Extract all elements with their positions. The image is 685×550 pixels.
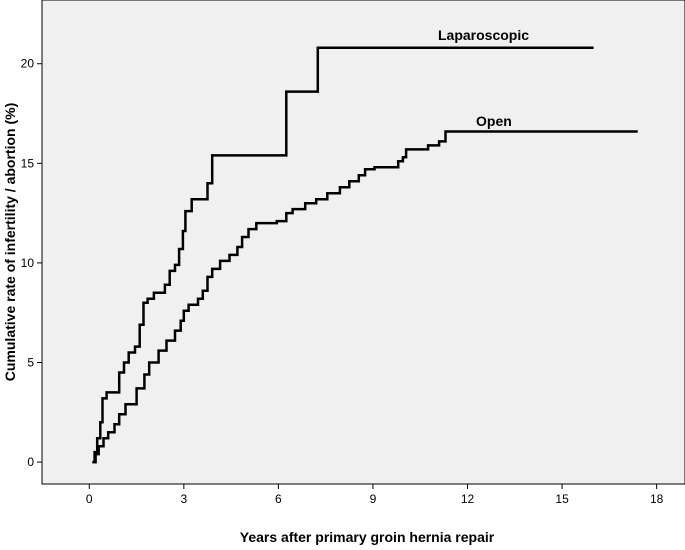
x-tick-label: 9 — [370, 492, 377, 506]
y-tick-label: 10 — [21, 256, 35, 270]
series-line-open — [92, 130, 638, 464]
plot-area — [41, 0, 685, 485]
x-tick-label: 18 — [650, 492, 664, 506]
x-tick-label: 3 — [180, 492, 187, 506]
y-tick-label: 5 — [27, 356, 34, 370]
x-axis-title: Years after primary groin hernia repair — [240, 529, 495, 545]
series-line-laparoscopic — [92, 46, 594, 464]
x-tick-label: 15 — [555, 492, 569, 506]
y-tick-label: 0 — [27, 455, 34, 469]
x-tick-label: 6 — [275, 492, 282, 506]
y-tick-label: 20 — [21, 57, 35, 71]
series-label-open: Open — [476, 113, 512, 129]
x-tick-label: 12 — [461, 492, 475, 506]
y-tick-label: 15 — [21, 156, 35, 170]
x-tick-label: 0 — [86, 492, 93, 506]
series-label-laparoscopic: Laparoscopic — [438, 27, 529, 43]
y-axis-title: Cumulative rate of infertility / abortio… — [2, 103, 18, 381]
